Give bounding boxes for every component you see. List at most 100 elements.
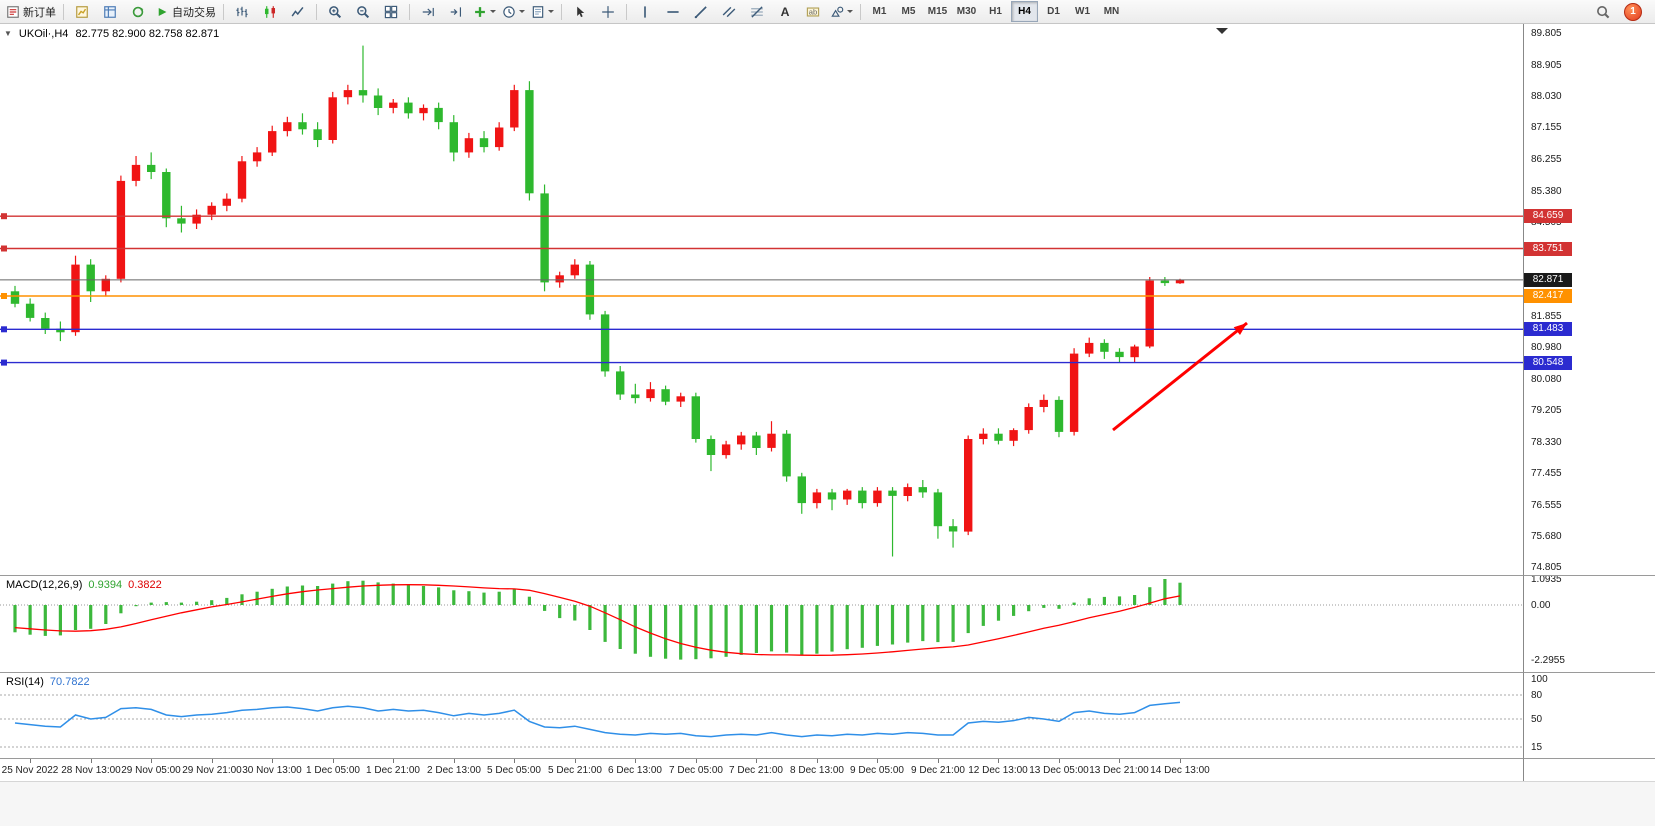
time-label: 5 Dec 05:00	[487, 765, 541, 776]
time-tick	[393, 759, 394, 763]
rsi-axis[interactable]: 100 80 50 15	[1523, 672, 1655, 758]
trend-arrow[interactable]	[1112, 321, 1248, 432]
search-button[interactable]	[1589, 1, 1617, 23]
autotrading-icon	[155, 5, 169, 19]
toolbar-separator	[626, 3, 627, 20]
toolbar-separator	[561, 3, 562, 20]
timeframe-m5-button[interactable]: M5	[901, 6, 916, 17]
time-label: 30 Nov 13:00	[242, 765, 302, 776]
time-tick	[151, 759, 152, 763]
cursor-button[interactable]	[566, 1, 594, 23]
timeframe-d1-button[interactable]: D1	[1047, 6, 1060, 17]
candlestick-chart[interactable]	[0, 24, 1523, 575]
svg-text:A: A	[781, 5, 790, 19]
autotrading-button[interactable]: 自动交易	[152, 1, 219, 23]
timeframe-w1-button[interactable]: W1	[1075, 6, 1090, 17]
bar-chart-button[interactable]	[228, 1, 256, 23]
price-tick: 88.030	[1531, 91, 1562, 102]
crosshair-button[interactable]	[594, 1, 622, 23]
chart-shift-marker[interactable]	[1216, 28, 1228, 34]
hline-handle[interactable]	[1, 213, 7, 220]
price-tick: 77.455	[1531, 468, 1562, 479]
labelT-icon: ab	[806, 5, 820, 19]
symbol-period-label: UKOil·,H4	[18, 28, 69, 40]
time-label: 7 Dec 21:00	[729, 765, 783, 776]
rsi-value: 70.7822	[49, 676, 90, 688]
timeframe-m30-button[interactable]: M30	[956, 6, 977, 17]
timeframe-h1-button[interactable]: H1	[989, 6, 1002, 17]
macd-chart[interactable]	[0, 576, 1523, 672]
price-axis[interactable]: 89.80588.90588.03087.15586.25585.38084.5…	[1523, 24, 1655, 575]
price-badge-83.751[interactable]: 83.751	[1524, 242, 1572, 256]
fibonacci-button[interactable]	[743, 1, 771, 23]
time-axis[interactable]: 25 Nov 2022 28 Nov 13:00 29 Nov 05:00 29 No…	[0, 758, 1523, 781]
chart-shift-button[interactable]	[442, 1, 470, 23]
horizontal-line-button[interactable]	[659, 1, 687, 23]
hline-handle[interactable]	[1, 293, 7, 299]
rsi-panel[interactable]: RSI(14) 70.7822	[0, 672, 1523, 758]
trendline-icon	[694, 5, 708, 19]
timeframe-h4-button[interactable]: H4	[1011, 1, 1038, 22]
trendline-button[interactable]	[687, 1, 715, 23]
time-tick	[91, 759, 92, 763]
macd-header: MACD(12,26,9) 0.9394 0.3822	[6, 579, 162, 591]
periods-button[interactable]	[499, 1, 528, 23]
auto-scroll-button[interactable]	[414, 1, 442, 23]
rsi-chart[interactable]	[0, 673, 1523, 758]
text-button[interactable]: A	[771, 1, 799, 23]
channel-button[interactable]	[715, 1, 743, 23]
line-chart-button[interactable]	[284, 1, 312, 23]
price-badge-80.548[interactable]: 80.548	[1524, 356, 1572, 370]
timeframe-m15-button[interactable]: M15	[927, 6, 948, 17]
profiles-button[interactable]	[96, 1, 124, 23]
new-order-button[interactable]: 新订单	[3, 1, 59, 23]
new-chart-button[interactable]	[68, 1, 96, 23]
price-badge-81.483[interactable]: 81.483	[1524, 322, 1572, 336]
indicators-button[interactable]	[470, 1, 499, 23]
rsi-label: RSI(14)	[6, 676, 44, 688]
candlestick-button[interactable]	[256, 1, 284, 23]
one-click-trading-toggle[interactable]: ▼	[4, 29, 12, 38]
price-tick: 85.380	[1531, 186, 1562, 197]
fibo-icon	[750, 5, 764, 19]
time-tick	[635, 759, 636, 763]
axis-corner	[1523, 758, 1655, 781]
time-tick	[575, 759, 576, 763]
autoscroll-icon	[421, 5, 435, 19]
refresh-icon	[131, 5, 145, 19]
indicators-icon	[473, 5, 487, 19]
templates-button[interactable]	[528, 1, 557, 23]
macd-histogram	[13, 579, 1182, 660]
price-tick: 75.680	[1531, 531, 1562, 542]
price-badge-84.659[interactable]: 84.659	[1524, 209, 1572, 223]
time-label: 5 Dec 21:00	[548, 765, 602, 776]
time-tick	[1119, 759, 1120, 763]
price-chart-panel[interactable]: ▼ UKOil·,H4 82.775 82.900 82.758 82.871	[0, 24, 1523, 575]
hline-handle[interactable]	[1, 326, 7, 333]
refresh-button[interactable]	[124, 1, 152, 23]
chartshift-icon	[449, 5, 463, 19]
time-label: 6 Dec 13:00	[608, 765, 662, 776]
chevron-down-icon	[519, 10, 525, 13]
vertical-line-button[interactable]	[631, 1, 659, 23]
shapes-button[interactable]	[827, 1, 856, 23]
zoom-out-button[interactable]	[349, 1, 377, 23]
toolbar-separator	[316, 3, 317, 20]
label-button[interactable]: ab	[799, 1, 827, 23]
timeframe-mn-button[interactable]: MN	[1103, 6, 1120, 17]
zoom-in-button[interactable]	[321, 1, 349, 23]
notification-badge[interactable]: 1	[1624, 2, 1642, 21]
time-label: 29 Nov 05:00	[121, 765, 181, 776]
macd-panel[interactable]: MACD(12,26,9) 0.9394 0.3822	[0, 575, 1523, 672]
new-order-button-label: 新订单	[23, 6, 56, 19]
timeframe-m1-button[interactable]: M1	[872, 6, 887, 17]
periods-icon	[502, 5, 516, 19]
price-tick: 88.905	[1531, 60, 1562, 71]
hline-handle[interactable]	[1, 245, 7, 252]
macd-axis[interactable]: 1.0935 0.00 -2.2955	[1523, 575, 1655, 672]
hline-icon	[666, 5, 680, 19]
price-badge-82.417[interactable]: 82.417	[1524, 289, 1572, 303]
hline-handle[interactable]	[1, 359, 7, 366]
macd-tick: -2.2955	[1531, 655, 1565, 666]
tile-windows-button[interactable]	[377, 1, 405, 23]
